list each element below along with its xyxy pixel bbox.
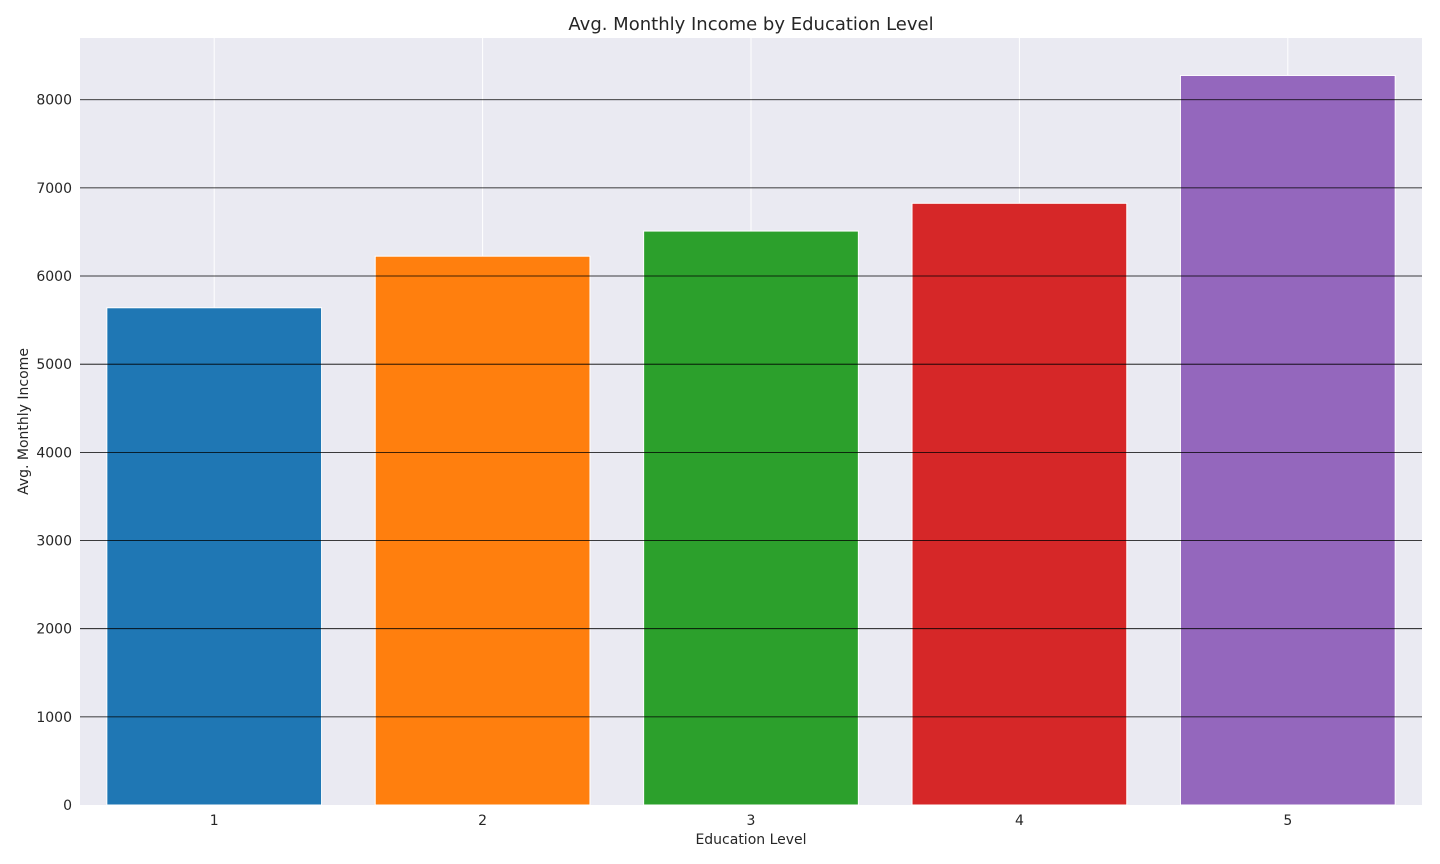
bar-2 xyxy=(374,255,591,806)
bar-5 xyxy=(1179,74,1396,806)
y-tick-label: 4000 xyxy=(36,445,72,461)
tick-labels: 0 1000 2000 3000 4000 5000 6000 7000 8000 1 2 3 4 5 xyxy=(36,93,1292,829)
bar-1 xyxy=(106,307,323,806)
bar-3 xyxy=(643,230,859,806)
x-tick-label: 4 xyxy=(1015,813,1024,829)
x-tick-label: 3 xyxy=(747,813,756,829)
bar-4 xyxy=(911,202,1128,806)
y-tick-label: 7000 xyxy=(36,181,72,197)
x-axis-label: Education Level xyxy=(695,832,806,848)
x-tick-label: 5 xyxy=(1283,813,1292,829)
y-tick-label: 0 xyxy=(63,798,72,814)
bars xyxy=(106,74,1396,806)
y-axis-label: Avg. Monthly Income xyxy=(16,348,32,495)
x-tick-label: 1 xyxy=(210,813,219,829)
y-tick-label: 2000 xyxy=(36,622,72,638)
y-tick-label: 8000 xyxy=(36,93,72,109)
y-tick-label: 1000 xyxy=(36,710,72,726)
y-tick-label: 3000 xyxy=(36,534,72,550)
y-tick-label: 5000 xyxy=(36,357,72,373)
y-tick-label: 6000 xyxy=(36,269,72,285)
x-tick-label: 2 xyxy=(478,813,487,829)
chart-title: Avg. Monthly Income by Education Level xyxy=(568,14,933,35)
